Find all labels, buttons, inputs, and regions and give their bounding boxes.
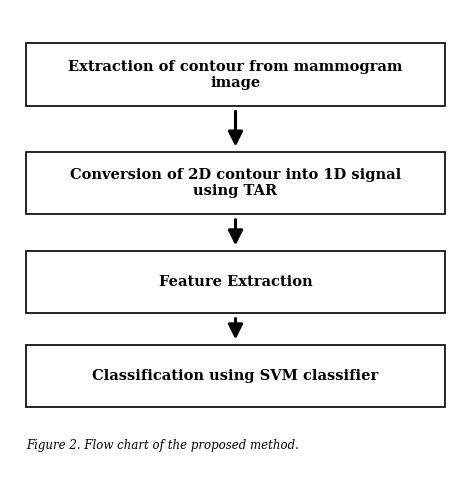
FancyBboxPatch shape [26,152,445,214]
Text: Conversion of 2D contour into 1D signal
using TAR: Conversion of 2D contour into 1D signal … [70,168,401,198]
Text: Feature Extraction: Feature Extraction [159,275,312,289]
FancyBboxPatch shape [26,251,445,313]
FancyBboxPatch shape [26,345,445,407]
Text: Figure 2. Flow chart of the proposed method.: Figure 2. Flow chart of the proposed met… [26,439,299,452]
FancyBboxPatch shape [26,43,445,106]
Text: Classification using SVM classifier: Classification using SVM classifier [92,369,379,383]
Text: Extraction of contour from mammogram
image: Extraction of contour from mammogram ima… [68,60,403,90]
